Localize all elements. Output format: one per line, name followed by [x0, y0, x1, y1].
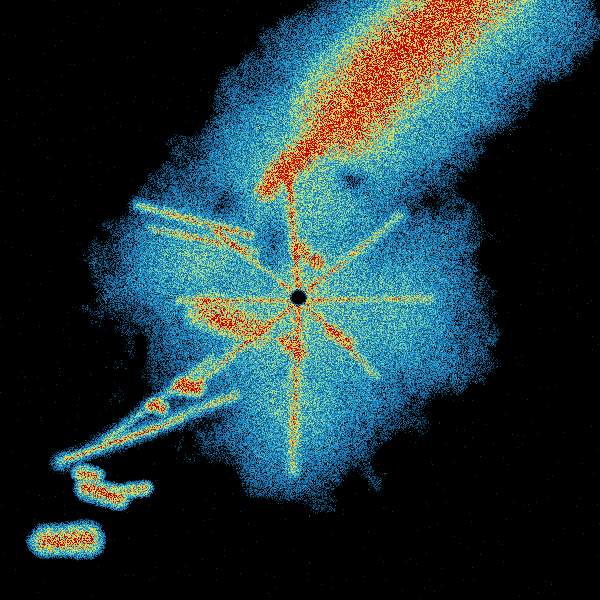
false-color-intensity-heatmap [0, 0, 600, 600]
image-viewport: Radially structured diffuse halo with a … [0, 0, 600, 600]
